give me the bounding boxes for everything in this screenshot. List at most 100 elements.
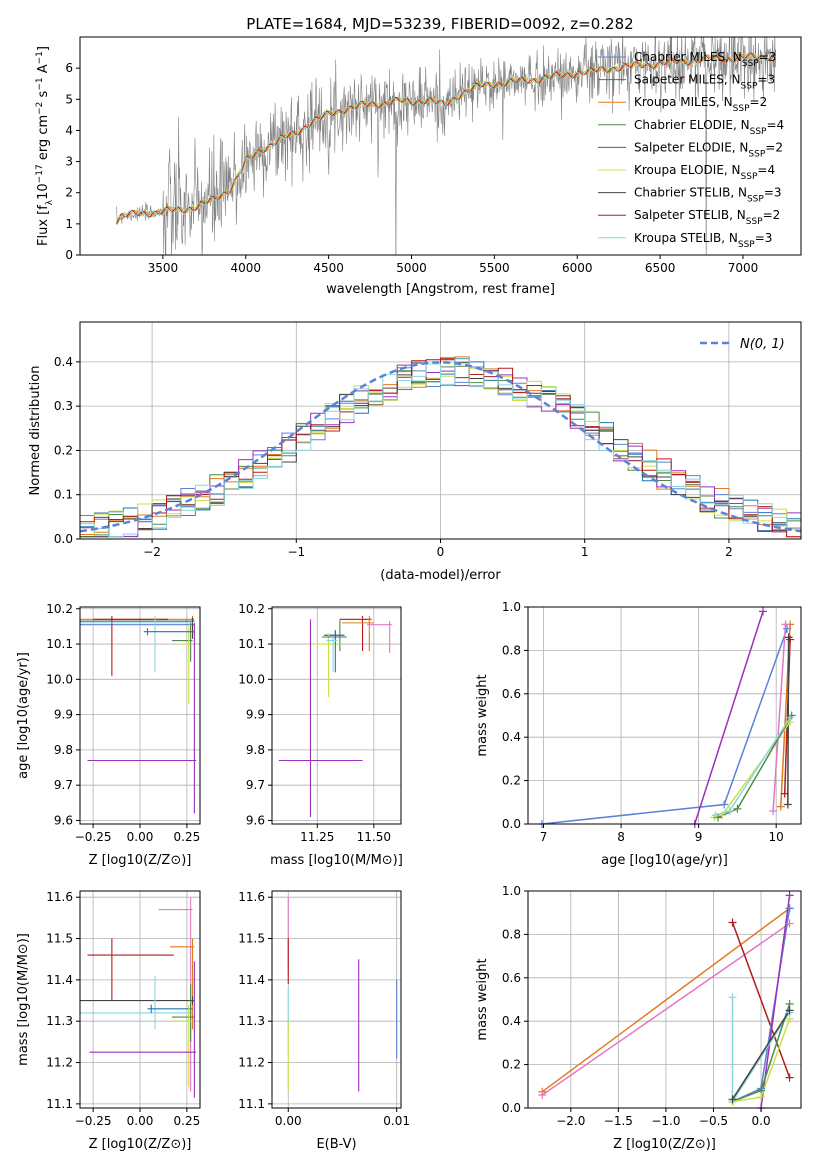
x-tick-label: −0.25 [75, 830, 112, 844]
y-tick-label: 2 [65, 186, 73, 200]
mass-weight-vs-age-axes: 7 8 9 10 0.0 0.2 0.4 0.6 0.8 1.0 age [log10(age/yr… [475, 600, 802, 868]
weight-line-chabrier_miles [541, 628, 788, 824]
x-tick-label: 7 [540, 830, 548, 844]
weight-marker-pink [781, 620, 790, 629]
y-tick-label: 10.1 [238, 637, 265, 651]
x-tick-label: 4500 [313, 261, 344, 275]
x-tick-label: 6500 [645, 261, 676, 275]
x-axis-label: Z [log10(Z/Z⊙)] [89, 1137, 192, 1152]
x-tick-label: −1 [287, 545, 305, 559]
y-tick-label: 10.0 [46, 672, 73, 686]
weight-marker-kroupa_stelib [786, 713, 795, 722]
y-tick-label: 10.1 [46, 637, 73, 651]
y-tick-label: 0.0 [502, 817, 521, 831]
y-tick-label: 1.0 [502, 884, 521, 898]
weight-marker-kroupa_stelib [728, 993, 737, 1002]
x-tick-label: 1 [581, 545, 589, 559]
normal-distribution-curve [80, 361, 801, 533]
y-tick-label: 0.0 [54, 532, 73, 546]
weight-marker-chabrier_elodie [733, 804, 742, 813]
y-axis-label: Normed distribution [28, 366, 43, 496]
weight-line-kroupa_miles [541, 907, 791, 1093]
model-spectrum-kroupa_stelib [116, 52, 777, 222]
y-axis-label: mass weight [475, 958, 490, 1040]
y-tick-label: 0.6 [502, 687, 521, 701]
y-tick-label: 1.0 [502, 600, 521, 614]
y-tick-label: 0.6 [502, 971, 521, 985]
y-tick-label: 9.7 [246, 778, 265, 792]
y-tick-label: 10.2 [238, 602, 265, 616]
legend-label-salpeter_stelib: Salpeter STELIB, NSSP=2 [634, 208, 780, 227]
weight-marker-pink [769, 806, 778, 815]
y-tick-label: 1 [65, 217, 73, 231]
axes-frame [271, 890, 402, 1109]
y-tick-label: 0.4 [54, 355, 73, 369]
weight-line-pink [772, 624, 787, 812]
x-tick-label: 10 [769, 830, 784, 844]
x-tick-label: 11.25 [300, 830, 334, 844]
y-axis-label: mass [log10(M/M⊙)] [16, 933, 31, 1066]
weight-marker-salpeter_stelib [780, 789, 789, 798]
x-tick-label: −1.5 [604, 1114, 633, 1128]
y-tick-label: 11.3 [46, 1014, 73, 1028]
y-tick-label: 10.2 [46, 602, 73, 616]
y-tick-label: 11.1 [238, 1097, 265, 1111]
spectrum-axes: 3500 4000 4500 5000 5500 6000 6500 7000 0 1 2 3 4 5 6 w… [35, 36, 802, 297]
y-tick-label: 11.2 [238, 1056, 265, 1070]
x-axis-label: age [log10(age/yr)] [601, 853, 728, 868]
y-tick-label: 4 [65, 123, 73, 137]
x-axis-label: Z [log10(Z/Z⊙)] [89, 853, 192, 868]
y-tick-label: 10.0 [238, 672, 265, 686]
y-tick-label: 11.1 [46, 1097, 73, 1111]
weight-marker-salpeter_stelib [785, 1073, 794, 1082]
y-tick-label: 6 [65, 61, 73, 75]
y-tick-label: 0.3 [54, 399, 73, 413]
y-tick-label: 11.4 [46, 973, 73, 987]
x-tick-label: 0.25 [174, 830, 201, 844]
y-tick-label: 0.8 [502, 643, 521, 657]
weight-line-salpeter_elodie [760, 895, 791, 1108]
mass-weight-vs-metallicity-axes: −2.0 −1.5 −1.0 −0.5 0.0 0.0 0.2 0.4 0.6 0.8 1.0 Z [… [475, 884, 802, 1152]
y-tick-label: 9.9 [54, 708, 73, 722]
y-axis-label: mass weight [475, 674, 490, 756]
axes-frame [527, 890, 802, 1109]
weight-marker-kroupa_stelib [725, 806, 734, 815]
age-vs-metallicity-axes: −0.25 0.00 0.25 9.6 9.7 9.8 9.9 10.0 10.1 10.2 Z [… [16, 602, 201, 868]
x-tick-label: −2.0 [556, 1114, 585, 1128]
x-tick-label: −0.25 [75, 1114, 112, 1128]
y-tick-label: 9.9 [246, 708, 265, 722]
x-axis-label: wavelength [Angstrom, rest frame] [326, 282, 555, 297]
y-axis-label: Flux [fλ10−17 erg cm−2 s−1 A−1] [35, 46, 55, 246]
x-tick-label: −1.0 [651, 1114, 680, 1128]
weight-marker-salpeter_elodie [758, 607, 767, 616]
plot-area [80, 897, 197, 1098]
weight-marker-kroupa_miles [776, 802, 785, 811]
residual-histogram-axes: −2 −1 0 1 2 0.0 0.1 0.2 0.3 0.4 (data-model)/error… [28, 321, 802, 583]
x-axis-label: mass [log10(M/M⊙)] [270, 853, 403, 868]
plot-area [80, 615, 197, 814]
weight-line-pink [541, 922, 791, 1096]
weight-line-salpeter_stelib [731, 922, 791, 1078]
x-tick-label: −0.5 [699, 1114, 728, 1128]
weight-line-salpeter_elodie [693, 611, 764, 824]
legend-label-chabrier_elodie: Chabrier ELODIE, NSSP=4 [634, 118, 784, 137]
x-tick-label: 8 [617, 830, 625, 844]
weight-line-chabrier_stelib [731, 1009, 791, 1100]
x-axis-label: (data-model)/error [380, 568, 501, 583]
y-tick-label: 9.6 [54, 813, 73, 827]
x-tick-label: 0.00 [127, 1114, 154, 1128]
plot-area [541, 611, 793, 824]
x-tick-label: 5000 [396, 261, 427, 275]
mass-vs-reddening-axes: 0.00 0.01 11.1 11.2 11.3 11.4 11.5 11.6 E(B-V) [238, 890, 410, 1152]
y-tick-label: 5 [65, 92, 73, 106]
weight-marker-chabrier_stelib [728, 1095, 737, 1104]
x-tick-label: 6000 [562, 261, 593, 275]
x-tick-label: 0 [437, 545, 445, 559]
x-tick-label: 9 [695, 830, 703, 844]
y-tick-label: 0.4 [502, 1014, 521, 1028]
plot-area [80, 356, 801, 538]
weight-marker-salpeter_elodie [785, 891, 794, 900]
weight-marker-chabrier_miles [720, 800, 729, 809]
y-tick-label: 11.5 [238, 932, 265, 946]
plot-area [278, 615, 392, 817]
